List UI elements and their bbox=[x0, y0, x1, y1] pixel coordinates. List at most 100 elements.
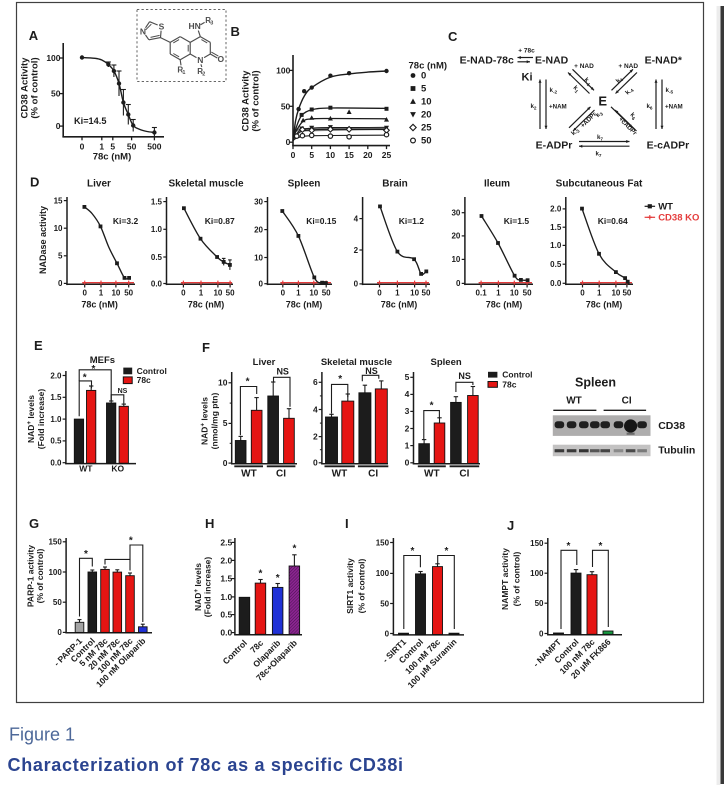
svg-text:25: 25 bbox=[421, 123, 432, 134]
svg-text:2: 2 bbox=[405, 423, 410, 433]
svg-text:1: 1 bbox=[597, 289, 602, 298]
svg-text:E-NAD-78c: E-NAD-78c bbox=[460, 55, 514, 67]
svg-text:25: 25 bbox=[382, 150, 392, 160]
svg-text:50: 50 bbox=[124, 289, 133, 298]
svg-text:0: 0 bbox=[80, 142, 85, 152]
svg-text:NAD+ levels: NAD+ levels bbox=[26, 395, 36, 443]
svg-text:0.5: 0.5 bbox=[220, 610, 232, 620]
svg-text:k-5: k-5 bbox=[666, 87, 674, 95]
svg-text:4: 4 bbox=[313, 404, 318, 414]
svg-text:Ki=1.5: Ki=1.5 bbox=[504, 216, 530, 226]
svg-text:6: 6 bbox=[313, 377, 318, 387]
svg-text:1: 1 bbox=[99, 142, 104, 152]
svg-text:CI: CI bbox=[622, 396, 632, 407]
svg-text:G: G bbox=[29, 516, 39, 531]
svg-text:30: 30 bbox=[254, 197, 263, 206]
svg-text:1.5: 1.5 bbox=[220, 574, 232, 584]
svg-text:E-ADPr: E-ADPr bbox=[536, 140, 573, 152]
svg-text:100: 100 bbox=[276, 65, 290, 75]
svg-text:E-cADPr: E-cADPr bbox=[647, 140, 690, 152]
svg-text:0: 0 bbox=[456, 279, 461, 288]
svg-text:k-1: k-1 bbox=[582, 76, 593, 87]
svg-text:E: E bbox=[34, 338, 43, 353]
svg-text:WT: WT bbox=[424, 468, 440, 479]
svg-text:10: 10 bbox=[421, 97, 432, 108]
svg-text:1: 1 bbox=[395, 289, 400, 298]
svg-text:(% of control): (% of control) bbox=[512, 551, 522, 606]
svg-text:150: 150 bbox=[376, 538, 390, 547]
svg-text:CI: CI bbox=[368, 468, 378, 479]
svg-text:50: 50 bbox=[380, 599, 389, 608]
svg-text:N: N bbox=[197, 55, 203, 65]
svg-text:*: * bbox=[276, 573, 280, 584]
svg-text:78c (nM): 78c (nM) bbox=[286, 300, 323, 310]
svg-text:PARP-1 activity: PARP-1 activity bbox=[25, 545, 35, 607]
svg-text:HN: HN bbox=[188, 21, 200, 31]
svg-text:2.5: 2.5 bbox=[220, 537, 232, 547]
svg-text:0: 0 bbox=[377, 289, 382, 298]
svg-text:50: 50 bbox=[53, 598, 62, 607]
svg-text:10: 10 bbox=[510, 289, 519, 298]
svg-text:NS: NS bbox=[276, 366, 289, 376]
svg-text:+ NAD: + NAD bbox=[618, 63, 638, 70]
svg-text:20: 20 bbox=[254, 225, 263, 234]
svg-text:N: N bbox=[140, 26, 146, 36]
svg-text:100: 100 bbox=[530, 569, 544, 578]
svg-text:*: * bbox=[259, 569, 263, 580]
svg-text:20: 20 bbox=[363, 150, 373, 160]
svg-text:A: A bbox=[29, 28, 39, 43]
svg-text:78c: 78c bbox=[502, 379, 516, 389]
svg-text:0: 0 bbox=[580, 289, 585, 298]
svg-text:100: 100 bbox=[48, 568, 62, 577]
svg-text:CI: CI bbox=[459, 468, 469, 479]
svg-text:150: 150 bbox=[530, 539, 544, 548]
svg-text:KO: KO bbox=[111, 464, 124, 474]
svg-text:*: * bbox=[567, 541, 571, 552]
svg-text:Spleen: Spleen bbox=[431, 357, 462, 368]
svg-text:WT: WT bbox=[332, 468, 348, 479]
svg-text:30: 30 bbox=[451, 209, 460, 218]
svg-text:1: 1 bbox=[99, 289, 104, 298]
svg-text:50: 50 bbox=[51, 89, 61, 99]
svg-text:*: * bbox=[84, 549, 88, 560]
svg-text:0.5: 0.5 bbox=[151, 253, 163, 262]
svg-text:+NAM: +NAM bbox=[549, 104, 567, 111]
svg-text:0: 0 bbox=[286, 137, 291, 147]
svg-text:CD38 Activity: CD38 Activity bbox=[20, 57, 31, 119]
svg-text:10: 10 bbox=[451, 255, 460, 264]
svg-text:E: E bbox=[598, 94, 607, 109]
svg-text:CD38 KO: CD38 KO bbox=[658, 213, 699, 224]
svg-text:0: 0 bbox=[82, 289, 87, 298]
svg-text:Ki: Ki bbox=[522, 72, 533, 84]
svg-text:NS: NS bbox=[118, 388, 128, 395]
svg-text:(Fold increase): (Fold increase) bbox=[203, 557, 213, 618]
svg-text:100: 100 bbox=[46, 53, 60, 63]
svg-text:k3: k3 bbox=[594, 109, 604, 119]
svg-text:Liver: Liver bbox=[253, 357, 276, 368]
svg-text:20: 20 bbox=[451, 232, 460, 241]
svg-text:0: 0 bbox=[421, 71, 426, 82]
svg-text:78c (nM): 78c (nM) bbox=[81, 300, 118, 310]
svg-text:Ki=1.2: Ki=1.2 bbox=[399, 216, 425, 226]
svg-text:78c (nM): 78c (nM) bbox=[486, 300, 523, 310]
svg-text:k7: k7 bbox=[595, 151, 601, 159]
svg-text:NAD+ levels: NAD+ levels bbox=[200, 397, 210, 445]
svg-text:0.0: 0.0 bbox=[151, 279, 163, 288]
svg-text:0.0: 0.0 bbox=[550, 279, 562, 288]
svg-text:CD38 Activity: CD38 Activity bbox=[241, 70, 252, 132]
svg-text:R: R bbox=[205, 16, 211, 25]
svg-text:0: 0 bbox=[539, 629, 544, 638]
svg-text:O: O bbox=[217, 54, 224, 64]
svg-text:1: 1 bbox=[199, 289, 204, 298]
svg-text:SIRT1 activity: SIRT1 activity bbox=[345, 558, 355, 614]
svg-text:0: 0 bbox=[56, 121, 61, 131]
svg-text:1: 1 bbox=[182, 70, 185, 76]
svg-text:Ki=0.64: Ki=0.64 bbox=[598, 216, 628, 226]
svg-text:1: 1 bbox=[496, 289, 501, 298]
svg-text:E-NAD*: E-NAD* bbox=[645, 55, 683, 67]
svg-text:78c (nM): 78c (nM) bbox=[409, 61, 448, 72]
svg-text:10: 10 bbox=[218, 378, 228, 388]
svg-text:*: * bbox=[83, 373, 87, 384]
svg-text:k-3: k-3 bbox=[570, 126, 581, 137]
svg-text:CI: CI bbox=[276, 468, 286, 479]
